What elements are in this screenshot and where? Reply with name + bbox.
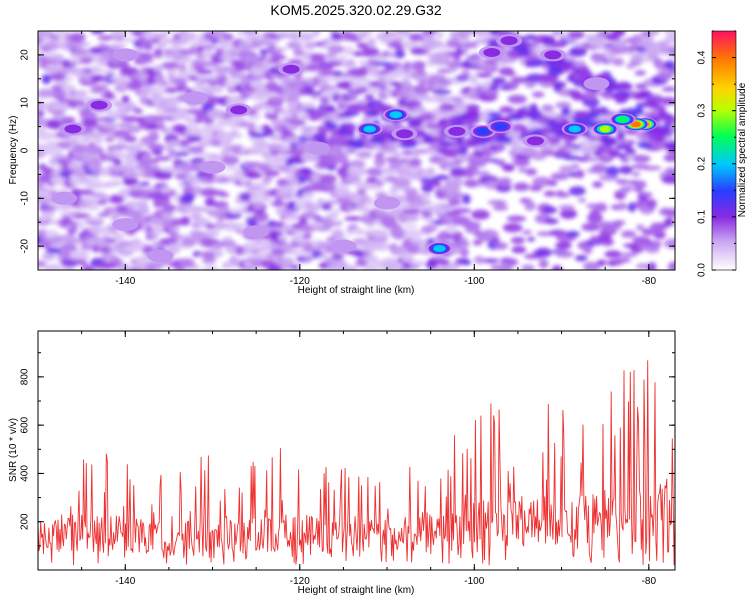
- y-tick-label: -20: [20, 238, 31, 253]
- heatmap-x-axis-label: Height of straight line (km): [298, 285, 415, 296]
- heatmap-hotspot: [522, 134, 549, 148]
- heatmap-hotspot: [86, 98, 113, 112]
- x-tick-label: -80: [642, 576, 657, 587]
- y-tick-label: 10: [20, 97, 31, 109]
- snr-panel: -140 -120 -100 -80 200 400 600 800 Height of st…: [8, 330, 676, 596]
- x-tick-label: -120: [290, 276, 310, 287]
- heatmap-hotspot: [622, 117, 649, 131]
- heatmap-hotspot: [609, 112, 636, 126]
- y-tick-label: 200: [20, 513, 31, 530]
- snr-axes: -140 -120 -100 -80 200 400 600 800: [20, 331, 675, 587]
- heatmap-hotspot: [278, 62, 305, 76]
- snr-plot-area: [38, 331, 675, 570]
- colorbar-tick-label: 0.1: [697, 210, 708, 224]
- colorbar-tick-label: 0.2: [697, 156, 708, 170]
- heatmap-hotspot: [487, 120, 514, 134]
- colorbar-gradient: [712, 31, 736, 270]
- x-tick-label: -100: [464, 576, 484, 587]
- snr-x-axis-label: Height of straight line (km): [298, 585, 415, 596]
- colorbar: 0.0 0.1 0.2 0.3 0.4 Normalized spectral ampl…: [697, 30, 748, 277]
- heatmap-hotspot: [382, 108, 409, 122]
- snr-frame: [37, 330, 676, 571]
- chart-title: KOM5.2025.320.02.29.G32: [270, 2, 442, 18]
- heatmap-hotspots: [51, 34, 658, 263]
- snr-y-axis-label: SNR (10 * v/v): [8, 418, 19, 482]
- heatmap-hotspot: [391, 127, 418, 141]
- heatmap-hotspot: [496, 34, 523, 48]
- colorbar-frame: [711, 30, 737, 271]
- heatmap-hotspot: [478, 46, 505, 59]
- y-tick-label: 0: [20, 147, 31, 153]
- x-tick-label: -80: [642, 276, 657, 287]
- snr-series-line: [38, 360, 675, 566]
- heatmap-hotspot: [112, 48, 139, 62]
- x-tick-label: -140: [115, 576, 135, 587]
- heatmap-field: [38, 31, 675, 270]
- heatmap-hotspot: [182, 91, 209, 105]
- y-tick-label: 20: [20, 49, 31, 61]
- heatmap-hotspot: [561, 122, 588, 136]
- heatmap-hotspot: [356, 122, 383, 136]
- colorbar-tick-label: 0.0: [697, 263, 708, 277]
- y-tick-label: 400: [20, 465, 31, 482]
- x-tick-label: -120: [290, 576, 310, 587]
- y-tick-label: 800: [20, 368, 31, 385]
- heatmap-hotspot: [583, 77, 610, 91]
- heatmap-hotspot: [330, 239, 357, 253]
- heatmap-hotspot: [147, 249, 174, 263]
- heatmap-hotspot: [426, 242, 453, 255]
- heatmap-hotspot: [243, 225, 270, 239]
- heatmap-hotspot: [51, 191, 78, 205]
- heatmap-hotspot: [225, 103, 252, 117]
- heatmap-axes: -140 -120 -100 -80 20 10 0 -10 -20: [20, 30, 675, 287]
- heatmap-panel: -140 -120 -100 -80 20 10 0 -10 -20 Height of str…: [8, 30, 676, 296]
- heatmap-hotspot: [592, 122, 619, 136]
- colorbar-axis: 0.0 0.1 0.2 0.3 0.4: [697, 30, 737, 277]
- x-tick-label: -140: [115, 276, 135, 287]
- heatmap-hotspot: [199, 160, 226, 174]
- heatmap-hotspot: [304, 141, 331, 155]
- y-tick-label: -10: [20, 191, 31, 206]
- heatmap-hotspot: [112, 218, 139, 232]
- heatmap-hotspot: [59, 122, 86, 136]
- colorbar-tick-label: 0.4: [697, 50, 708, 64]
- x-tick-label: -100: [464, 276, 484, 287]
- colorbar-label: Normalized spectral amplitude: [737, 82, 748, 217]
- colorbar-tick-label: 0.3: [697, 103, 708, 117]
- heatmap-y-axis-label: Frequency (Hz): [8, 116, 19, 185]
- heatmap-hotspot: [443, 124, 470, 138]
- heatmap-hotspot: [374, 196, 400, 210]
- heatmap-hotspot: [539, 48, 566, 62]
- y-tick-label: 600: [20, 416, 31, 433]
